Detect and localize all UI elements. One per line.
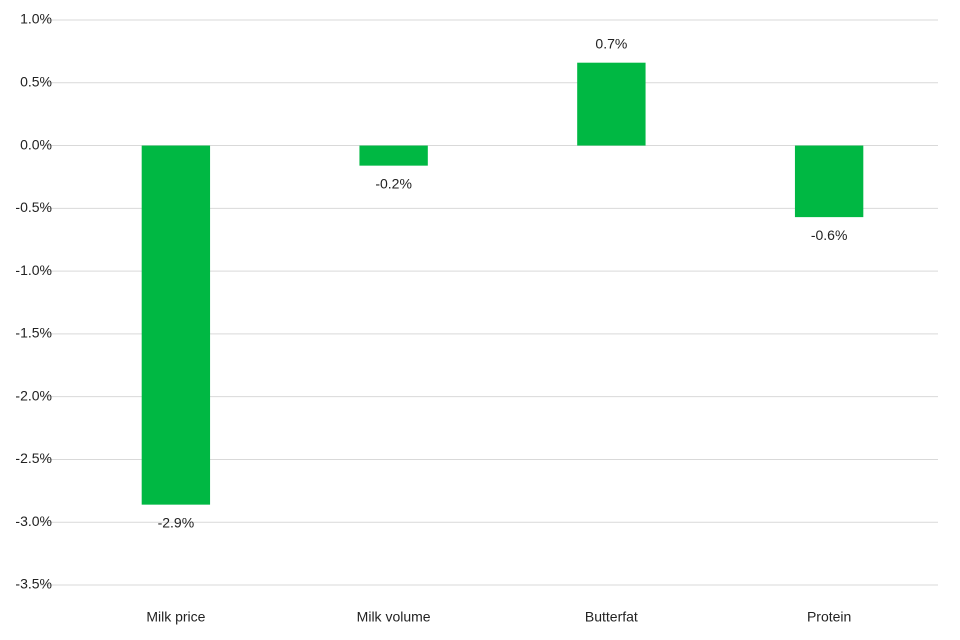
x-tick-label: Milk volume (357, 609, 431, 625)
value-label: -0.6% (811, 227, 848, 243)
value-label: 0.7% (595, 35, 627, 51)
value-label: -2.9% (158, 514, 195, 530)
y-tick-label: -1.5% (15, 325, 52, 341)
bar (577, 62, 646, 146)
y-tick-label: -2.5% (15, 450, 52, 466)
bar (141, 145, 211, 505)
x-tick-label: Milk price (146, 609, 205, 625)
y-tick-label: -2.0% (15, 387, 52, 403)
y-tick-label: 0.5% (20, 73, 52, 89)
bar (794, 145, 864, 218)
value-label: -0.2% (375, 175, 412, 191)
y-tick-label: 0.0% (20, 136, 52, 152)
y-tick-label: 1.0% (20, 11, 52, 27)
x-tick-label: Protein (807, 609, 851, 625)
x-tick-label: Butterfat (585, 609, 638, 625)
y-tick-label: -3.5% (15, 576, 52, 592)
bar (359, 145, 428, 166)
y-tick-label: -3.0% (15, 513, 52, 529)
y-tick-label: -0.5% (15, 199, 52, 215)
y-tick-label: -1.0% (15, 262, 52, 278)
